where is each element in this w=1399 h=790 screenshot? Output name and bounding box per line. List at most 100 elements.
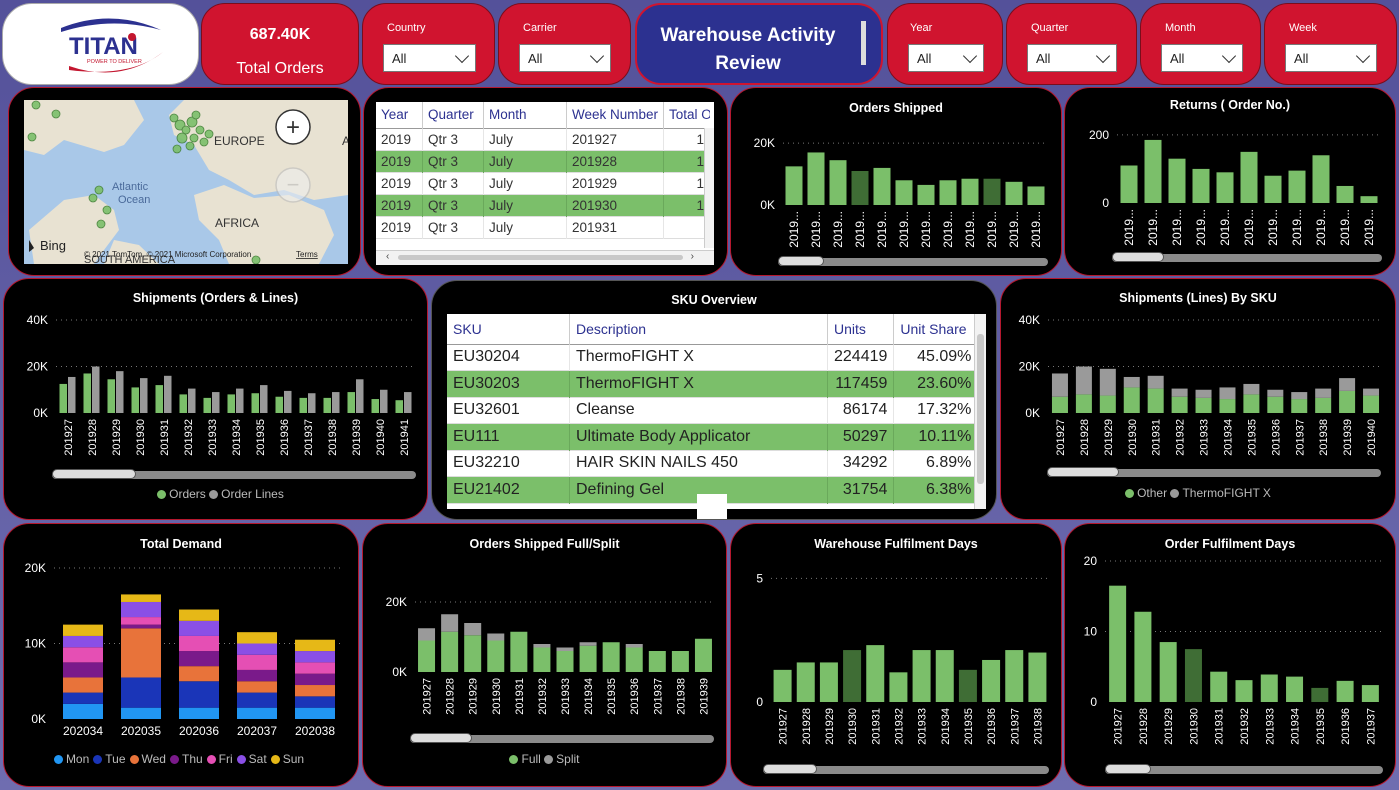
slicer-quarter[interactable]: Quarter All xyxy=(1006,3,1137,85)
bar-segment-fri[interactable] xyxy=(63,647,103,663)
map-canvas[interactable]: EUROPE Atlantic Ocean AFRICA SOUTH AMERI… xyxy=(24,100,348,264)
week-table-row[interactable]: 2019 Qtr 3 July 201928 1 xyxy=(376,150,710,172)
bar-orders[interactable] xyxy=(83,373,92,413)
bar-order-lines[interactable] xyxy=(356,379,364,413)
chart-scrollbar[interactable] xyxy=(778,256,1048,266)
bar[interactable] xyxy=(1109,585,1127,702)
bar[interactable] xyxy=(1336,680,1354,702)
bar-segment-split[interactable] xyxy=(556,647,574,652)
bar-segment-thermofight-x[interactable] xyxy=(1243,383,1260,395)
bar[interactable] xyxy=(961,178,979,205)
slicer-week[interactable]: Week All xyxy=(1264,3,1397,85)
bar-segment-other[interactable] xyxy=(1291,399,1308,413)
chart-scrollbar[interactable] xyxy=(410,733,714,743)
bar-segment-sat[interactable] xyxy=(237,643,277,655)
bar-segment-tue[interactable] xyxy=(237,692,277,708)
bar[interactable] xyxy=(1184,649,1202,702)
bar[interactable] xyxy=(1120,165,1138,204)
hscroll-thumb[interactable] xyxy=(398,255,683,260)
chart-scrollbar[interactable] xyxy=(1105,764,1383,774)
bar[interactable] xyxy=(912,650,931,702)
bar[interactable] xyxy=(895,180,913,205)
bar-segment-thermofight-x[interactable] xyxy=(1171,388,1188,397)
bar-segment-full[interactable] xyxy=(602,642,620,672)
scrollbar-thumb[interactable] xyxy=(52,469,136,479)
bar-order-lines[interactable] xyxy=(92,366,100,414)
legend-fri[interactable]: Fri xyxy=(206,752,233,766)
col-header-description[interactable]: Description xyxy=(569,314,828,344)
bar[interactable] xyxy=(1336,185,1354,203)
bar-segment-split[interactable] xyxy=(579,642,597,646)
bar-segment-fri[interactable] xyxy=(179,635,219,652)
bar-segment-full[interactable] xyxy=(441,631,459,672)
week-table-row[interactable]: 2019 Qtr 3 July 201929 1 xyxy=(376,172,710,194)
bar-segment-fri[interactable] xyxy=(237,654,277,670)
bar-segment-wed[interactable] xyxy=(237,681,277,693)
bar[interactable] xyxy=(935,650,954,702)
bar[interactable] xyxy=(958,669,977,702)
bar-segment-mon[interactable] xyxy=(63,703,103,719)
bar-segment-other[interactable] xyxy=(1051,396,1068,413)
sku-table-row[interactable]: EU32210 HAIR SKIN NAILS 450 34292 6.89% xyxy=(447,450,978,477)
sku-table-row[interactable]: EU30203 ThermoFIGHT X 117459 23.60% xyxy=(447,370,978,397)
bar-segment-thermofight-x[interactable] xyxy=(1219,387,1236,400)
bar-segment-other[interactable] xyxy=(1363,395,1380,413)
bar[interactable] xyxy=(1027,186,1045,205)
bar-order-lines[interactable] xyxy=(116,371,124,413)
legend-orders[interactable]: Orders xyxy=(157,487,206,501)
legend-split[interactable]: Split xyxy=(544,752,580,766)
week-dropdown[interactable]: All xyxy=(1285,44,1377,72)
bar-segment-thu[interactable] xyxy=(295,673,335,686)
bar-segment-other[interactable] xyxy=(1219,399,1236,413)
bar-segment-full[interactable] xyxy=(533,647,551,673)
bar-segment-mon[interactable] xyxy=(295,707,335,719)
bar-segment-thermofight-x[interactable] xyxy=(1291,392,1308,400)
bar-segment-other[interactable] xyxy=(1243,394,1260,413)
scroll-left-icon[interactable]: ‹ xyxy=(386,251,390,262)
bar-segment-full[interactable] xyxy=(487,640,505,673)
bar-segment-other[interactable] xyxy=(1123,387,1140,413)
bar-segment-thu[interactable] xyxy=(121,624,161,629)
legend-sat[interactable]: Sat xyxy=(236,752,267,766)
bar-segment-full[interactable] xyxy=(694,638,712,672)
bar[interactable] xyxy=(939,180,957,205)
bar-segment-mon[interactable] xyxy=(237,707,277,719)
bar-segment-sat[interactable] xyxy=(179,620,219,636)
week-table-hscroll[interactable]: ‹ › xyxy=(376,250,714,265)
bar-segment-sat[interactable] xyxy=(63,635,103,648)
scrollbar-thumb[interactable] xyxy=(1047,467,1119,477)
bar-segment-sun[interactable] xyxy=(179,609,219,621)
week-table-row[interactable]: 2019 Qtr 3 July 201927 1 xyxy=(376,128,710,150)
slicer-country[interactable]: Country All xyxy=(362,3,495,85)
col-header-unit-share[interactable]: Unit Share xyxy=(900,320,967,337)
bar[interactable] xyxy=(1235,680,1253,702)
sku-table-row[interactable]: EU111 Ultimate Body Applicator 50297 10.11% xyxy=(447,423,978,450)
bar-orders[interactable] xyxy=(347,392,356,413)
sku-table-row[interactable]: EU30204 ThermoFIGHT X 224419 45.09% xyxy=(447,344,978,371)
bar-segment-sat[interactable] xyxy=(295,651,335,663)
bar-segment-mon[interactable] xyxy=(179,707,219,719)
map-terms-link[interactable]: Terms xyxy=(296,250,318,259)
bar-segment-full[interactable] xyxy=(625,647,643,673)
bar-segment-full[interactable] xyxy=(671,651,689,672)
bar-orders[interactable] xyxy=(275,396,284,413)
bar-segment-wed[interactable] xyxy=(179,666,219,682)
bar-segment-tue[interactable] xyxy=(179,681,219,708)
bar[interactable] xyxy=(917,184,935,205)
bar-segment-full[interactable] xyxy=(464,635,482,672)
bar-segment-thu[interactable] xyxy=(63,662,103,678)
bar[interactable] xyxy=(1288,170,1306,203)
bar-order-lines[interactable] xyxy=(140,378,148,413)
scroll-right-icon[interactable]: › xyxy=(690,251,694,262)
bar-segment-other[interactable] xyxy=(1267,396,1284,413)
country-dropdown[interactable]: All xyxy=(383,44,476,72)
bar[interactable] xyxy=(851,171,869,205)
bar-segment-thermofight-x[interactable] xyxy=(1099,368,1116,396)
bar-orders[interactable] xyxy=(371,399,380,413)
col-header-month[interactable]: Month xyxy=(483,102,567,128)
scrollbar-thumb[interactable] xyxy=(410,733,472,743)
bar-order-lines[interactable] xyxy=(212,392,220,413)
scrollbar-thumb[interactable] xyxy=(1105,764,1151,774)
bar[interactable] xyxy=(1005,181,1023,205)
bar-orders[interactable] xyxy=(155,385,164,413)
